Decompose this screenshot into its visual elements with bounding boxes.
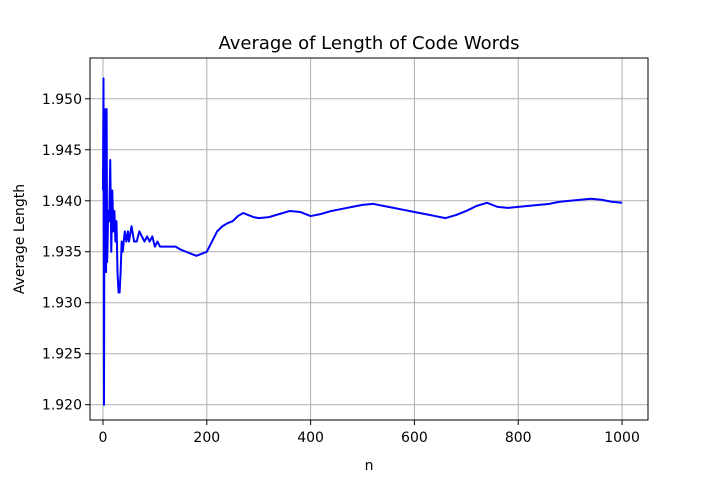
plot-frame <box>89 57 649 421</box>
x-tick-label: 1000 <box>604 430 640 446</box>
y-tick-label: 1.945 <box>42 143 82 159</box>
grid <box>90 58 648 420</box>
x-tick-label: 600 <box>401 430 428 446</box>
y-tick-label: 1.940 <box>42 194 82 210</box>
y-tick-label: 1.935 <box>42 245 82 261</box>
chart-title: Average of Length of Code Words <box>218 33 519 54</box>
x-tick-label: 800 <box>505 430 532 446</box>
series-line <box>101 77 623 406</box>
axis-ticks: 0 200 400 600 800 1000 1.920 1.925 1.930 1.935 1.9… <box>42 92 640 446</box>
x-tick-label: 200 <box>193 430 220 446</box>
y-tick-label: 1.950 <box>42 92 82 108</box>
y-tick-label: 1.930 <box>42 296 82 312</box>
x-tick-label: 0 <box>99 430 108 446</box>
series-layer <box>101 77 623 406</box>
y-axis-label: Average Length <box>12 184 28 294</box>
y-tick-label: 1.920 <box>42 398 82 414</box>
y-tick-label: 1.925 <box>42 347 82 363</box>
x-tick-label: 400 <box>297 430 324 446</box>
x-axis-label: n <box>365 458 374 474</box>
